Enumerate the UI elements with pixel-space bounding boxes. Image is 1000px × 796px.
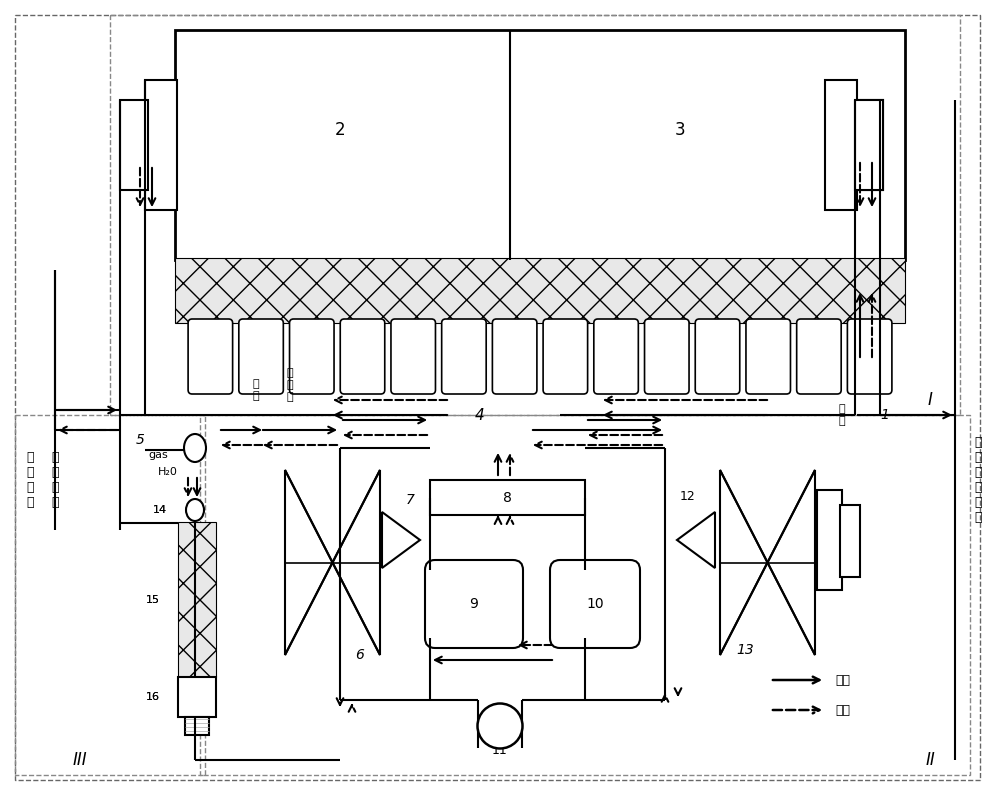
Polygon shape — [285, 470, 332, 655]
FancyBboxPatch shape — [695, 319, 740, 394]
FancyBboxPatch shape — [425, 560, 523, 648]
Text: 8: 8 — [503, 491, 511, 505]
FancyBboxPatch shape — [442, 319, 486, 394]
Text: 阴
极: 阴 极 — [253, 379, 259, 401]
Bar — [185, 717, 209, 735]
Text: 供
电
供
热
供
水: 供 电 供 热 供 水 — [974, 436, 982, 524]
FancyBboxPatch shape — [492, 319, 537, 394]
FancyBboxPatch shape — [847, 319, 892, 394]
Polygon shape — [768, 470, 815, 655]
Bar — [200, 415, 970, 775]
Text: 15: 15 — [146, 595, 160, 605]
FancyBboxPatch shape — [746, 319, 790, 394]
Bar — [175, 30, 905, 260]
Bar — [15, 415, 205, 775]
Text: gas: gas — [148, 450, 168, 460]
Bar — [855, 100, 883, 190]
Text: 交
换
膜: 交 换 膜 — [287, 369, 293, 402]
Bar — [110, 15, 960, 415]
FancyBboxPatch shape — [239, 319, 283, 394]
Bar — [825, 80, 857, 210]
Text: 6: 6 — [356, 648, 364, 662]
FancyBboxPatch shape — [594, 319, 638, 394]
Text: 1: 1 — [881, 408, 889, 422]
Text: 3: 3 — [675, 121, 685, 139]
FancyBboxPatch shape — [550, 560, 640, 648]
Text: 16: 16 — [146, 692, 160, 702]
Ellipse shape — [184, 434, 206, 462]
Ellipse shape — [186, 499, 204, 521]
Bar — [430, 480, 585, 515]
Text: III: III — [73, 751, 87, 769]
Polygon shape — [720, 470, 768, 655]
Bar — [817, 490, 842, 590]
Text: 2: 2 — [335, 121, 345, 139]
FancyBboxPatch shape — [340, 319, 385, 394]
Ellipse shape — [478, 704, 522, 748]
Text: 外
机
除
霜: 外 机 除 霜 — [51, 451, 59, 509]
Text: I: I — [928, 391, 932, 409]
Polygon shape — [382, 512, 420, 568]
Text: 制冷: 制冷 — [835, 673, 850, 686]
Bar — [178, 522, 216, 677]
Bar — [175, 258, 905, 323]
Polygon shape — [332, 470, 380, 655]
Text: 电
池
冷
却: 电 池 冷 却 — [26, 451, 34, 509]
Text: 10: 10 — [586, 597, 604, 611]
Text: 9: 9 — [470, 597, 478, 611]
Text: 15: 15 — [146, 595, 160, 605]
Text: 制热: 制热 — [835, 704, 850, 716]
Bar — [145, 80, 177, 210]
Text: 13: 13 — [736, 643, 754, 657]
Text: 5: 5 — [136, 433, 144, 447]
Text: H₂0: H₂0 — [158, 467, 178, 477]
Text: 16: 16 — [146, 692, 160, 702]
Text: 7: 7 — [406, 493, 414, 507]
Polygon shape — [677, 512, 715, 568]
Text: 12: 12 — [680, 490, 696, 504]
FancyBboxPatch shape — [290, 319, 334, 394]
Text: 4: 4 — [475, 408, 485, 423]
FancyBboxPatch shape — [797, 319, 841, 394]
FancyBboxPatch shape — [391, 319, 435, 394]
Bar — [120, 100, 148, 190]
Bar — [840, 505, 860, 577]
FancyBboxPatch shape — [645, 319, 689, 394]
Text: 14: 14 — [153, 505, 167, 515]
Text: 14: 14 — [153, 505, 167, 515]
Text: 11: 11 — [492, 743, 508, 756]
Bar — [855, 100, 883, 190]
Text: 阳
极: 阳 极 — [839, 404, 845, 426]
FancyBboxPatch shape — [543, 319, 588, 394]
FancyBboxPatch shape — [188, 319, 233, 394]
Text: II: II — [925, 751, 935, 769]
Bar — [178, 677, 216, 717]
